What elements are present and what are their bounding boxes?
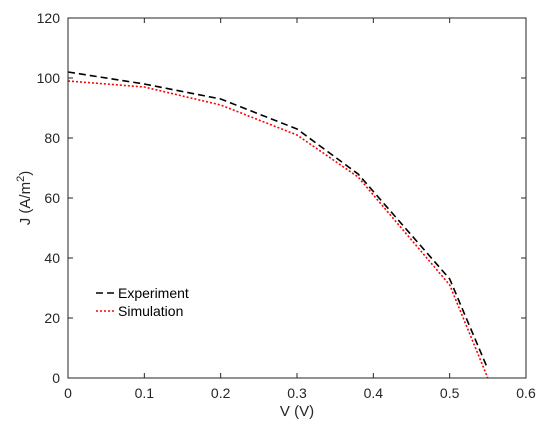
axis-ticks: 0 0.1 0.2 0.3 0.4 0.5 0.6 0 20 40 60 80 100 120: [37, 10, 536, 401]
y-tick-label: 0: [52, 370, 60, 386]
y-axis-label: J (A/m2): [15, 171, 34, 225]
legend: Experiment Simulation: [96, 285, 189, 319]
y-tick-label: 20: [44, 310, 60, 326]
y-axis-label-superscript: 2: [15, 176, 27, 182]
y-tick-label: 100: [37, 70, 61, 86]
legend-label-experiment: Experiment: [118, 285, 189, 301]
y-tick-label: 120: [37, 10, 61, 26]
x-tick-label: 0: [64, 385, 72, 401]
legend-label-simulation: Simulation: [118, 303, 183, 319]
x-tick-label: 0.6: [516, 385, 536, 401]
x-tick-label: 0.2: [211, 385, 231, 401]
plot-frame: [67, 17, 527, 379]
x-axis-label: V (V): [280, 403, 314, 420]
x-tick-label: 0.1: [135, 385, 155, 401]
y-tick-label: 80: [44, 130, 60, 146]
y-axis-label-base: J (A/m: [17, 182, 34, 225]
series-line-experiment: [67, 71, 489, 370]
x-tick-label: 0.5: [440, 385, 460, 401]
series-layer: [67, 71, 489, 379]
y-tick-label: 60: [44, 190, 60, 206]
y-tick-label: 40: [44, 250, 60, 266]
y-axis-label-end: ): [17, 171, 34, 176]
x-tick-label: 0.3: [287, 385, 307, 401]
x-tick-label: 0.4: [364, 385, 384, 401]
series-line-simulation: [67, 80, 489, 379]
